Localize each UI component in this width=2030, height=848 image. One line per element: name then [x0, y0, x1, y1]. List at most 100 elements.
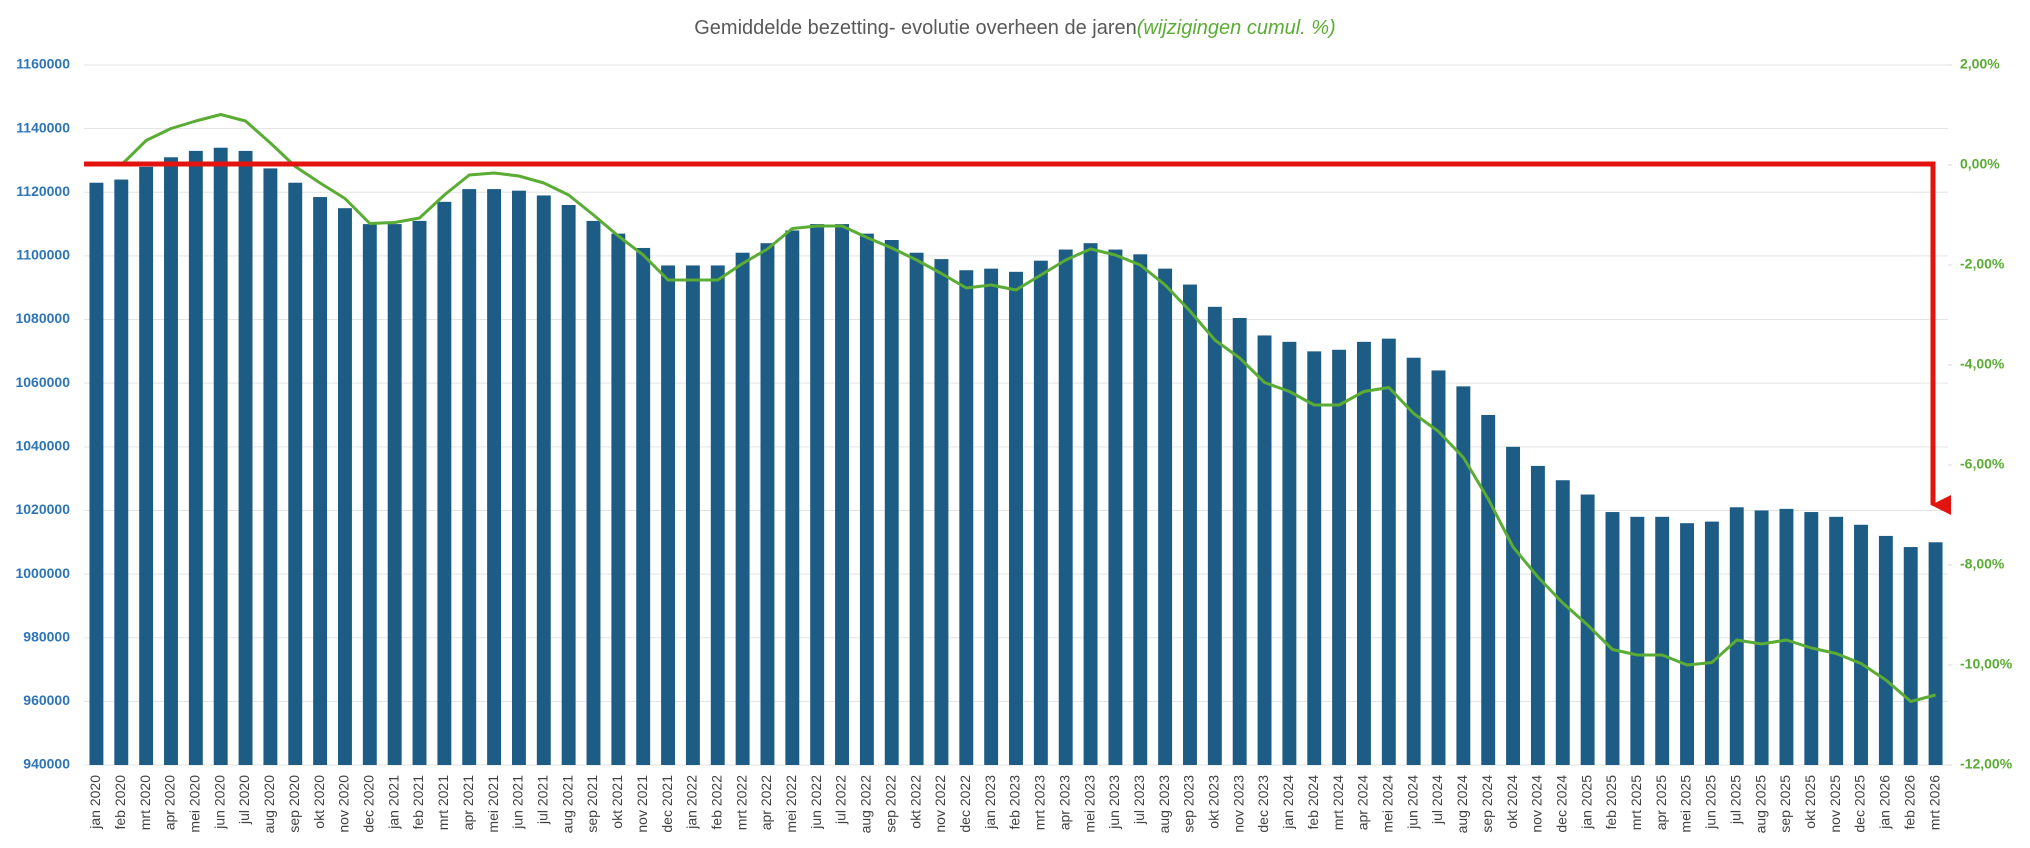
x-tick-label: nov 2020 — [336, 775, 352, 833]
bar — [1307, 351, 1322, 765]
x-tick-label: okt 2024 — [1504, 775, 1520, 829]
x-tick-label: aug 2022 — [858, 775, 874, 834]
y-tick-label: 1080000 — [15, 310, 70, 326]
bar — [884, 240, 899, 765]
bar — [1680, 523, 1694, 765]
x-tick-label: aug 2021 — [559, 775, 575, 834]
x-tick-label: feb 2024 — [1305, 775, 1321, 830]
bar — [238, 150, 253, 766]
x-tick-label: sep 2024 — [1479, 775, 1495, 833]
y2-tick-label: 2,00% — [1960, 56, 2000, 72]
x-tick-label: dec 2025 — [1852, 775, 1868, 833]
chart-subtitle: (wijzigingen cumul. %) — [1137, 17, 1336, 39]
x-tick-label: jun 2020 — [211, 775, 227, 830]
bar — [1108, 249, 1123, 765]
x-tick-label: apr 2024 — [1355, 775, 1371, 830]
y2-tick-label: -2,00% — [1960, 256, 2005, 272]
y2-tick-label: -8,00% — [1960, 556, 2005, 572]
bar — [1804, 512, 1819, 765]
bar — [1779, 508, 1794, 765]
bar — [934, 259, 949, 765]
x-tick-label: jul 2022 — [833, 775, 849, 825]
bar — [835, 224, 849, 765]
bar — [387, 224, 402, 765]
x-tick-label: mrt 2025 — [1628, 775, 1644, 830]
x-tick-label: apr 2025 — [1653, 775, 1669, 830]
y-tick-label: 980000 — [23, 628, 70, 644]
x-tick-label: okt 2023 — [1206, 775, 1222, 829]
x-tick-label: mei 2022 — [783, 775, 799, 833]
bar — [1729, 507, 1744, 765]
bar — [288, 182, 303, 765]
bar — [1332, 349, 1347, 765]
bar — [1381, 338, 1396, 765]
x-tick-label: aug 2023 — [1156, 775, 1172, 834]
bar — [1257, 335, 1272, 765]
bar — [313, 197, 328, 765]
x-tick-label: jun 2022 — [808, 775, 824, 830]
bar — [1630, 516, 1645, 765]
bar — [89, 182, 104, 765]
bar — [561, 205, 576, 765]
x-tick-label: apr 2022 — [758, 775, 774, 830]
y-tick-label: 960000 — [23, 692, 70, 708]
x-tick-label: jun 2023 — [1106, 775, 1122, 830]
y-tick-label: 1160000 — [16, 56, 70, 72]
y2-tick-label: -10,00% — [1960, 656, 2013, 672]
bars — [89, 147, 1943, 766]
bar — [1033, 260, 1048, 765]
bar — [1456, 386, 1471, 765]
x-tick-label: dec 2021 — [659, 775, 675, 833]
x-tick-label: jun 2025 — [1703, 775, 1719, 830]
bar — [685, 265, 700, 765]
x-tick-label: okt 2025 — [1802, 775, 1818, 829]
x-tick-label: aug 2025 — [1752, 775, 1768, 834]
x-tick-label: mei 2021 — [485, 775, 501, 833]
line — [120, 113, 1936, 703]
x-tick-label: nov 2023 — [1230, 775, 1246, 833]
bar — [1183, 284, 1197, 765]
y-tick-label: 1140000 — [16, 119, 70, 135]
x-tick-label: mei 2025 — [1678, 775, 1694, 833]
x-tick-label: apr 2021 — [460, 775, 476, 830]
y2-tick-label: -12,00% — [1960, 756, 2013, 772]
x-tick-label: mrt 2026 — [1926, 775, 1942, 830]
x-tick-label: jan 2021 — [385, 775, 401, 830]
x-tick-label: mrt 2021 — [435, 775, 451, 830]
y-tick-label: 1040000 — [15, 438, 70, 454]
x-tick-label: apr 2023 — [1056, 775, 1072, 830]
bar — [859, 233, 874, 766]
bar — [1878, 535, 1893, 765]
y2-tick-label: 0,00% — [1960, 156, 2000, 172]
x-tick-label: sep 2023 — [1181, 775, 1197, 833]
bar — [114, 179, 129, 765]
bar — [1854, 524, 1868, 765]
bar — [984, 268, 999, 765]
x-tick-label: mrt 2024 — [1330, 775, 1346, 830]
x-tick-label: aug 2020 — [261, 775, 277, 834]
bar — [760, 243, 775, 765]
bar — [263, 168, 278, 766]
x-tick-label: mei 2020 — [187, 775, 203, 833]
x-tick-label: nov 2025 — [1827, 775, 1843, 833]
bar — [611, 233, 626, 766]
x-tick-label: apr 2020 — [162, 775, 178, 830]
x-tick-label: feb 2021 — [410, 775, 426, 830]
bar — [810, 224, 825, 765]
bar — [412, 220, 427, 766]
bar — [1655, 516, 1670, 765]
bar — [586, 220, 601, 766]
x-tick-label: okt 2022 — [907, 775, 923, 829]
bar — [536, 195, 551, 766]
bar — [338, 208, 352, 765]
bar — [1555, 480, 1570, 765]
x-tick-label: jun 2021 — [510, 775, 526, 830]
x-tick-label: jan 2025 — [1578, 775, 1594, 830]
x-tick-label: jan 2024 — [1280, 775, 1296, 830]
x-tick-label: dec 2024 — [1553, 775, 1569, 833]
bar — [362, 224, 377, 765]
x-tick-label: jul 2021 — [534, 775, 550, 825]
x-tick-label: okt 2021 — [609, 775, 625, 829]
bar — [1282, 341, 1297, 765]
